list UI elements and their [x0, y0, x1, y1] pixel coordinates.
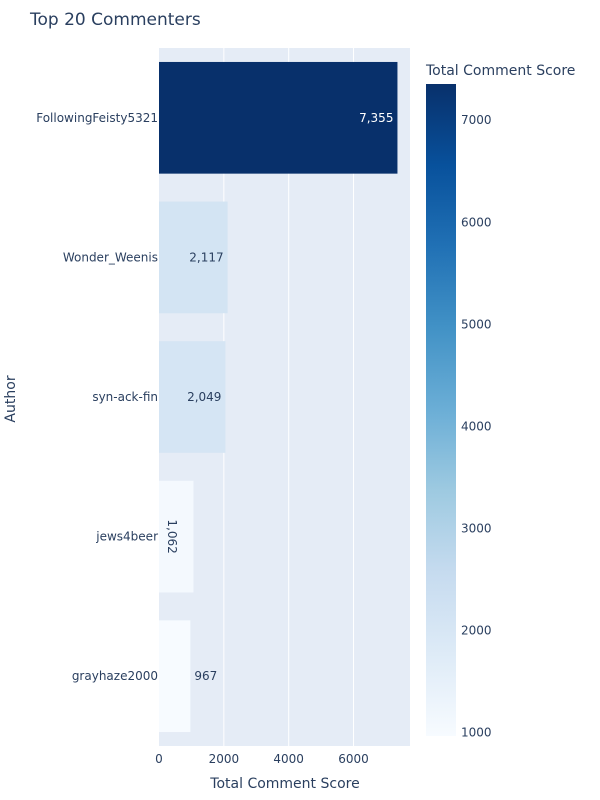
x-tick-label: 0	[155, 752, 163, 766]
colorbar-title: Total Comment Score	[425, 63, 575, 79]
bars: 7,355 2,117 2,049 1,062 967	[159, 61, 398, 733]
x-tick-label: 2000	[209, 752, 240, 766]
colorbar-tick-label: 5000	[461, 317, 492, 331]
colorbar-tick-label: 4000	[461, 419, 492, 433]
bar-value-label: 967	[194, 669, 217, 683]
y-tick-label: syn-ack-fin	[92, 390, 158, 404]
y-tick-label: jews4beer	[95, 530, 158, 544]
bar	[159, 480, 194, 593]
bar	[159, 620, 191, 733]
bar-value-label: 2,049	[187, 390, 221, 404]
y-tick-labels: FollowingFeisty5321 Wonder_Weenis syn-ack-…	[36, 111, 158, 683]
y-tick-label: grayhaze2000	[72, 669, 158, 683]
colorbar-tick-label: 3000	[461, 521, 492, 535]
bar	[159, 201, 228, 314]
y-axis-title: Author	[3, 375, 19, 422]
bar-value-label: 2,117	[189, 250, 223, 264]
x-axis-title: Total Comment Score	[209, 776, 359, 792]
y-tick-label: FollowingFeisty5321	[36, 111, 158, 125]
colorbar-tick-labels: 1000 2000 3000 4000 5000 6000 7000	[461, 113, 492, 739]
bar-value-label: 1,062	[165, 519, 179, 553]
colorbar-tick-label: 7000	[461, 113, 492, 127]
x-tick-labels: 0 2000 4000 6000	[155, 752, 369, 766]
y-tick-label: Wonder_Weenis	[63, 250, 158, 264]
bar-value-label: 7,355	[359, 111, 393, 125]
colorbar	[426, 84, 456, 736]
x-tick-label: 6000	[338, 752, 369, 766]
colorbar-tick-label: 6000	[461, 215, 492, 229]
colorbar-tick-label: 1000	[461, 726, 492, 740]
colorbar-tick-label: 2000	[461, 624, 492, 638]
bar	[159, 61, 398, 174]
bar	[159, 341, 226, 453]
x-tick-label: 4000	[273, 752, 304, 766]
chart-title: Top 20 Commenters	[29, 10, 201, 30]
